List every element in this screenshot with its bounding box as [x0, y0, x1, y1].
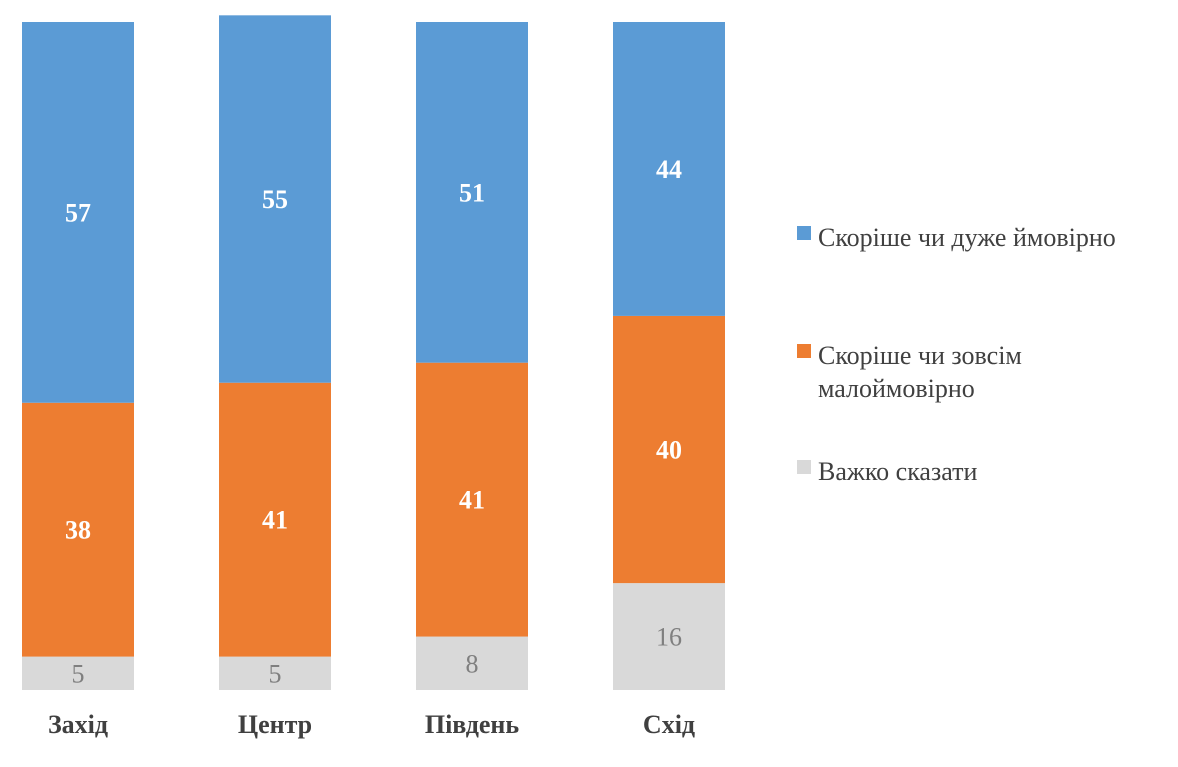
bar-segment-1-1 — [219, 382, 331, 657]
bar-segment-2-0 — [416, 636, 528, 690]
legend-swatch-1 — [797, 344, 811, 358]
legend-label-2-0: Важко сказати — [818, 457, 977, 486]
bar-segment-3-2 — [613, 22, 725, 316]
data-label-0-2: 57 — [65, 198, 91, 227]
data-label-2-1: 41 — [459, 486, 485, 515]
bar-segment-3-0 — [613, 583, 725, 690]
bar-segment-2-1 — [416, 362, 528, 637]
data-label-0-1: 38 — [65, 516, 91, 545]
bar-segment-0-1 — [22, 402, 134, 657]
data-label-2-0: 8 — [466, 649, 479, 678]
data-label-1-1: 41 — [262, 506, 288, 535]
category-labels-group: Захід Центр Південь Схід — [48, 710, 695, 739]
bar-segment-3-1 — [613, 315, 725, 584]
bars-group: 5 38 57 5 41 55 8 41 51 16 40 44 — [22, 15, 725, 690]
data-label-3-1: 40 — [656, 436, 682, 465]
data-label-2-2: 51 — [459, 178, 485, 207]
category-label-2: Південь — [425, 710, 520, 739]
category-label-0: Захід — [48, 710, 108, 739]
data-label-0-0: 5 — [72, 659, 85, 688]
legend: Скоріше чи дуже ймовірно Скоріше чи зовсі… — [797, 223, 1116, 486]
legend-swatch-2 — [797, 460, 811, 474]
bar-segment-1-0 — [219, 656, 331, 690]
bar-segment-0-0 — [22, 656, 134, 690]
legend-label-0-0: Скоріше чи дуже ймовірно — [818, 223, 1116, 252]
legend-label-1-0: Скоріше чи зовсім — [818, 341, 1022, 370]
category-label-1: Центр — [238, 710, 312, 739]
data-label-3-2: 44 — [656, 155, 682, 184]
data-label-3-0: 16 — [656, 623, 682, 652]
legend-swatch-0 — [797, 226, 811, 240]
bar-segment-1-2 — [219, 15, 331, 383]
data-label-1-0: 5 — [269, 659, 282, 688]
data-label-1-2: 55 — [262, 185, 288, 214]
bar-segment-0-2 — [22, 22, 134, 403]
category-label-3: Схід — [643, 710, 695, 739]
legend-label-1-1: малоймовірно — [818, 374, 975, 403]
bar-segment-2-2 — [416, 22, 528, 363]
